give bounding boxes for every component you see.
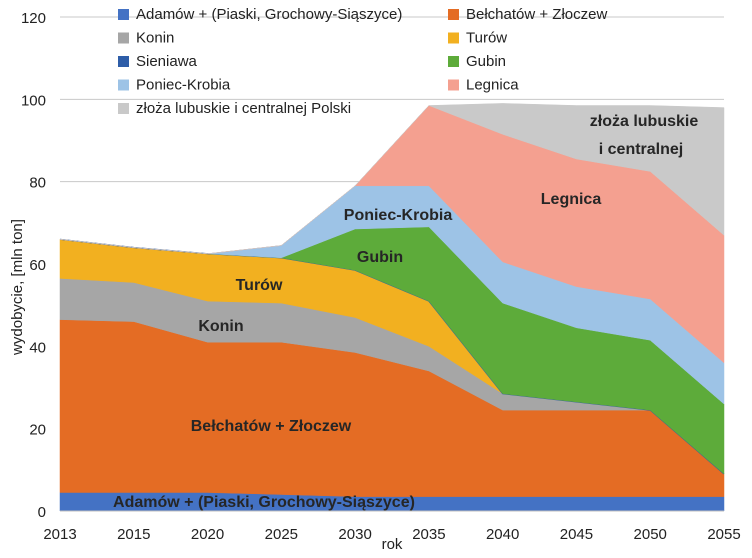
legend-label-gubin: Gubin: [466, 53, 506, 70]
x-tick-label-2050: 2050: [634, 526, 667, 543]
area-label-2: Bełchatów + Złoczew: [191, 418, 352, 435]
x-tick-label-2035: 2035: [412, 526, 445, 543]
x-tick-label-2025: 2025: [265, 526, 298, 543]
x-tick-label-2040: 2040: [486, 526, 519, 543]
y-tick-label-0: 0: [38, 504, 46, 521]
area-label-3: Konin: [198, 318, 243, 335]
y-axis-title: wydobycie, [mln ton]: [9, 219, 26, 356]
x-axis-title: rok: [382, 536, 403, 553]
y-tick-label-120: 120: [21, 10, 46, 27]
legend-swatch-sieniawa: [118, 56, 129, 67]
legend-label-legnica: Legnica: [466, 77, 519, 94]
y-tick-label-100: 100: [21, 92, 46, 109]
y-tick-label-40: 40: [29, 339, 46, 356]
legend: Adamów + (Piaski, Grochowy-Siąszyce) Bełc…: [118, 6, 607, 117]
area-label-6: Poniec-Krobia: [344, 207, 453, 224]
legend-swatch-tur-w: [448, 32, 459, 44]
legend-label-poniec-krobia: Poniec-Krobia: [136, 77, 231, 94]
legend-swatch-gubin: [448, 56, 459, 67]
y-tick-label-20: 20: [29, 422, 46, 439]
legend-swatch-konin: [118, 32, 129, 44]
x-tick-label-2030: 2030: [338, 526, 371, 543]
legend-swatch-z-o-a-lubuskie-i-centralnej-polski: [118, 103, 129, 114]
legend-swatch-be-chat-w-z-oczew: [448, 9, 459, 20]
area-label-9: i centralnej: [599, 141, 683, 158]
legend-label-tur-w: Turów: [466, 30, 507, 47]
series-area-z-o-a-lubuskie-i-centralnej-polski: [59, 103, 725, 254]
x-tick-label-2015: 2015: [117, 526, 150, 543]
area-label-5: Gubin: [357, 249, 403, 266]
legend-swatch-legnica: [448, 79, 459, 91]
area-series: [59, 103, 725, 512]
area-annotations: Adamów + (Piaski, Grochowy-Siąszyce) Bełc…: [113, 113, 698, 511]
area-label-1: Adamów + (Piaski, Grochowy-Siąszyce): [113, 494, 415, 511]
x-tick-label-2020: 2020: [191, 526, 224, 543]
area-label-4: Turów: [236, 277, 283, 294]
legend-label-konin: Konin: [136, 30, 174, 47]
legend-label-adam-w-piaski-grochowy-si-szyce: Adamów + (Piaski, Grochowy-Siąszyce): [136, 6, 402, 23]
x-tick-label-2055: 2055: [707, 526, 740, 543]
legend-label-be-chat-w-z-oczew: Bełchatów + Złoczew: [466, 6, 607, 23]
legend-label-sieniawa: Sieniawa: [136, 53, 198, 70]
x-tick-label-2013: 2013: [43, 526, 76, 543]
legend-label-z-o-a-lubuskie-i-centralnej-polski: złoża lubuskie i centralnej Polski: [136, 100, 351, 117]
y-tick-label-80: 80: [29, 175, 46, 192]
legend-swatch-adam-w-piaski-grochowy-si-szyce: [118, 9, 129, 20]
x-tick-label-2045: 2045: [560, 526, 593, 543]
legend-swatch-poniec-krobia: [118, 79, 129, 91]
y-tick-label-60: 60: [29, 257, 46, 274]
area-label-8: złoża lubuskie: [590, 113, 699, 130]
area-label-7: Legnica: [541, 191, 602, 208]
